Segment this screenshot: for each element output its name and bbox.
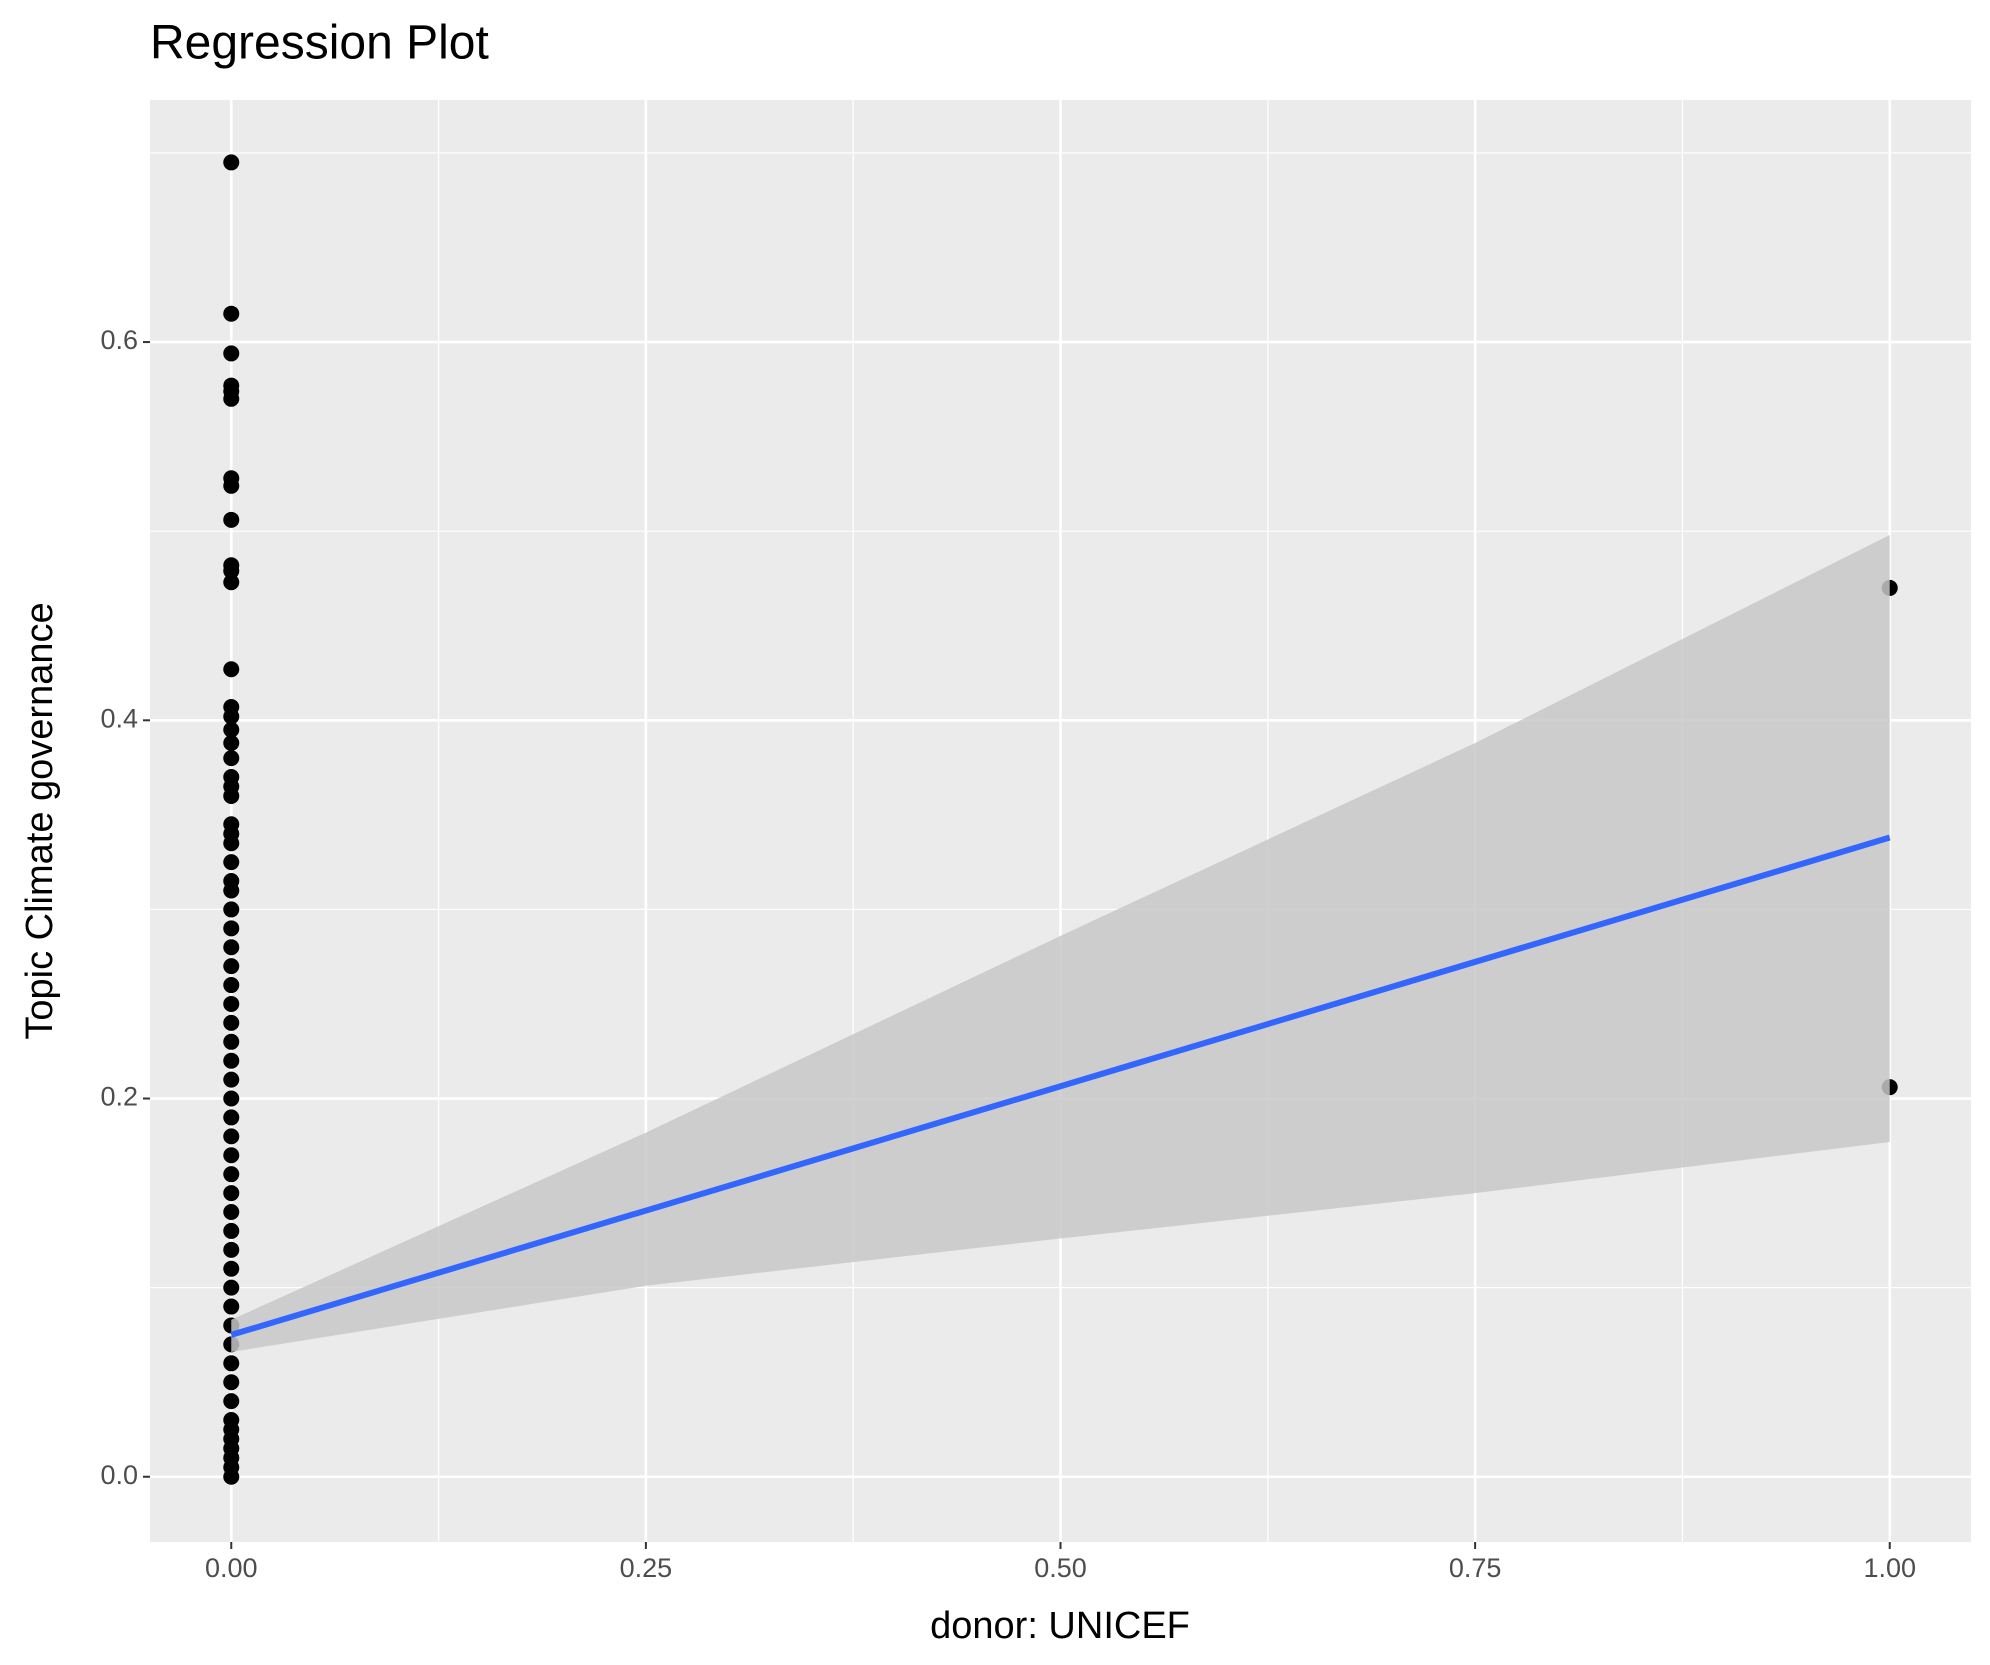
point — [223, 1260, 240, 1277]
point — [223, 574, 240, 591]
point — [223, 1279, 240, 1296]
point — [223, 1374, 240, 1391]
point — [223, 661, 240, 678]
point — [223, 1166, 240, 1183]
x-tick-label: 0.75 — [1449, 1553, 1502, 1583]
point — [223, 1185, 240, 1202]
x-tick-label: 0.25 — [620, 1553, 673, 1583]
point — [223, 854, 240, 871]
point — [223, 154, 240, 171]
y-tick-label: 0.6 — [100, 325, 138, 355]
point — [223, 1090, 240, 1107]
x-tick-label: 1.00 — [1863, 1553, 1916, 1583]
y-tick-label: 0.0 — [100, 1460, 138, 1490]
x-tick-label: 0.00 — [205, 1553, 258, 1583]
point — [223, 882, 240, 899]
point — [223, 345, 240, 362]
point — [223, 835, 240, 852]
point — [223, 1033, 240, 1050]
point — [223, 750, 240, 767]
confidence-band — [231, 534, 1890, 1352]
point — [223, 734, 240, 751]
point — [223, 1241, 240, 1258]
point — [223, 477, 240, 494]
point — [223, 995, 240, 1012]
fit-line — [230, 834, 1891, 1338]
point — [223, 977, 240, 994]
y-tick-label: 0.4 — [100, 703, 138, 733]
point — [223, 1052, 240, 1069]
point — [223, 1298, 240, 1315]
point — [223, 1203, 240, 1220]
point — [223, 920, 240, 937]
point — [223, 305, 240, 322]
point — [223, 1014, 240, 1031]
point — [223, 1128, 240, 1145]
point — [223, 958, 240, 975]
y-tick-label: 0.2 — [100, 1082, 138, 1112]
point — [223, 562, 240, 579]
point — [223, 1393, 240, 1410]
point — [223, 1222, 240, 1239]
point — [223, 901, 240, 918]
point — [223, 939, 240, 956]
x-tick-label: 0.50 — [1034, 1553, 1087, 1583]
y-axis-title: Topic Climate governance — [19, 602, 61, 1039]
point — [223, 511, 240, 528]
point — [223, 1468, 240, 1485]
point — [223, 787, 240, 804]
chart-title: Regression Plot — [150, 17, 489, 70]
x-axis-title: donor: UNICEF — [930, 1605, 1190, 1647]
point — [223, 1147, 240, 1164]
point — [223, 1109, 240, 1126]
point — [223, 390, 240, 407]
point — [223, 1355, 240, 1372]
point — [223, 721, 240, 738]
point — [223, 708, 240, 725]
point — [223, 1071, 240, 1088]
